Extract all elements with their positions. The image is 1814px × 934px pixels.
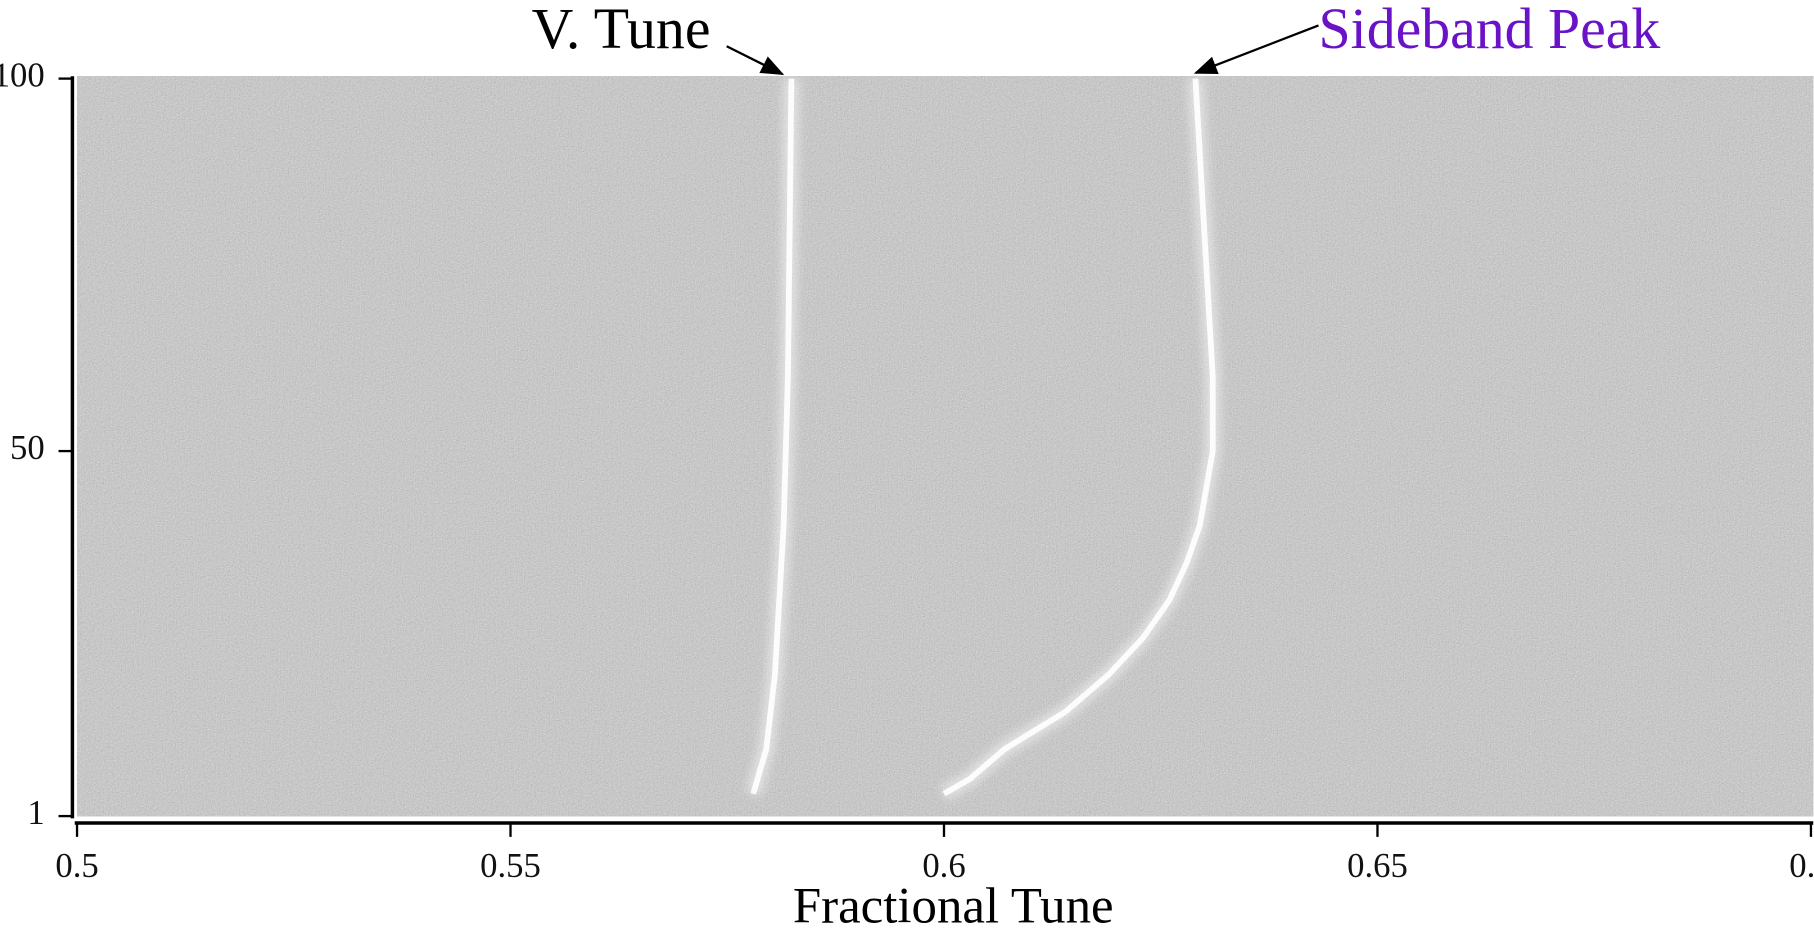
ticks: 0.5 0.55 0.6 0.65 0.7 1 50 100 [0, 57, 1814, 886]
x-axis-title: Fractional Tune [793, 879, 1114, 934]
annotation-arrow [726, 45, 785, 76]
noise-texture [77, 76, 1814, 817]
y-tick-label: 1 [27, 794, 44, 832]
trace [750, 78, 795, 795]
x-tick-label: 0.65 [1347, 847, 1408, 885]
x-tick-label: 0.55 [480, 847, 541, 885]
y-tick-label: 50 [10, 429, 45, 467]
traces [745, 78, 1221, 801]
annotation: Sideband Peak [1319, 0, 1661, 61]
annotation: V. Tune [532, 0, 711, 61]
annotation-arrow [1193, 24, 1319, 74]
x-tick-label: 0.7 [1789, 847, 1814, 885]
x-tick-label: 0.6 [922, 847, 965, 885]
y-tick-label: 100 [0, 57, 45, 95]
trace [942, 78, 1216, 797]
x-tick-label: 0.5 [55, 847, 98, 885]
